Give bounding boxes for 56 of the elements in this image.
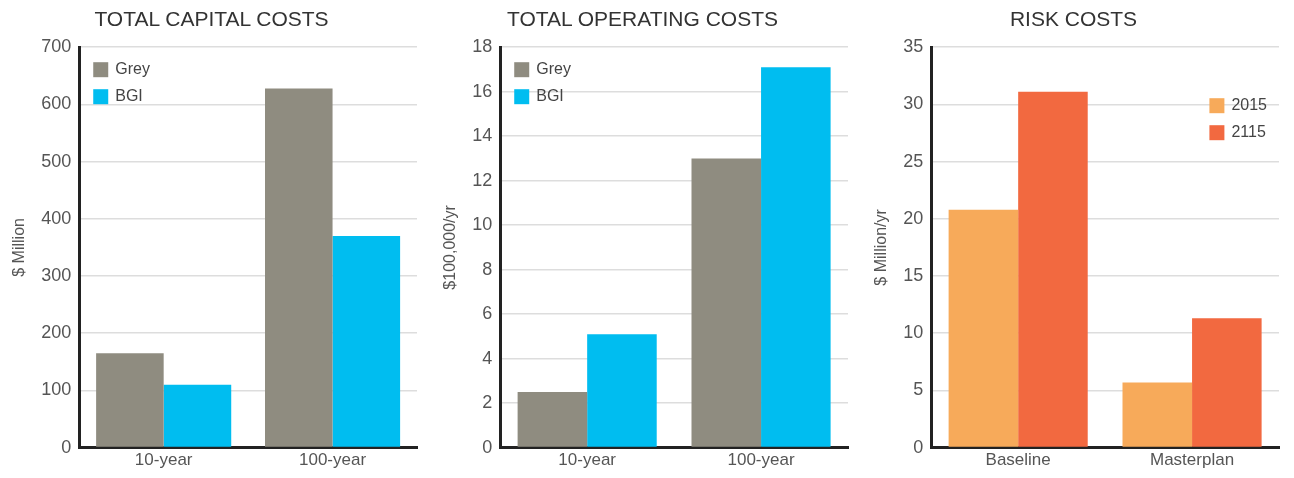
- bar: [517, 391, 588, 447]
- y-tick-label: 15: [903, 264, 924, 285]
- y-tick-label: 4: [482, 347, 493, 368]
- legend-label: Grey: [536, 59, 571, 77]
- x-tick-label: Masterplan: [1150, 450, 1235, 470]
- bar: [948, 209, 1019, 447]
- y-axis-title: $100,000/yr: [441, 204, 459, 290]
- bar: [1122, 382, 1193, 447]
- y-tick-label: 25: [903, 150, 924, 171]
- chart-title: RISK COSTS: [1009, 7, 1138, 31]
- x-tick-label: 10-year: [134, 450, 193, 470]
- chart-title: TOTAL CAPITAL COSTS: [94, 7, 329, 31]
- bar: [1018, 91, 1088, 447]
- legend-label: Grey: [115, 59, 150, 77]
- y-tick-label: 30: [903, 93, 924, 114]
- bar: [96, 353, 164, 447]
- x-tick-label: 100-year: [299, 450, 367, 470]
- y-axis-title: $ Million: [10, 218, 28, 277]
- y-tick-label: 0: [913, 436, 924, 457]
- y-tick-label: 35: [903, 36, 924, 57]
- bar: [691, 158, 762, 447]
- y-tick-label: 10: [472, 214, 493, 235]
- bar: [1192, 318, 1262, 447]
- legend-label: BGI: [536, 86, 564, 104]
- y-tick-label: 14: [472, 125, 493, 146]
- legend-label: 2115: [1231, 122, 1266, 140]
- legend-label: 2015: [1231, 95, 1268, 113]
- y-tick-label: 12: [472, 169, 493, 190]
- y-tick-label: 5: [913, 379, 924, 400]
- x-tick-label: 100-year: [727, 450, 795, 470]
- y-tick-label: 6: [482, 303, 493, 324]
- bar: [587, 334, 657, 447]
- y-tick-label: 500: [41, 150, 72, 171]
- y-axis-title: $ Million/yr: [872, 208, 890, 286]
- y-tick-label: 700: [41, 36, 72, 57]
- y-tick-label: 8: [482, 258, 493, 279]
- y-tick-label: 0: [482, 436, 493, 457]
- bar: [163, 384, 232, 447]
- bar: [265, 88, 333, 447]
- y-tick-label: 600: [41, 93, 72, 114]
- bar: [761, 67, 831, 447]
- y-tick-label: 200: [41, 322, 72, 343]
- y-tick-label: 10: [903, 322, 924, 343]
- y-tick-label: 20: [903, 207, 924, 228]
- y-tick-label: 18: [472, 36, 493, 57]
- y-tick-label: 0: [61, 436, 72, 457]
- y-tick-label: 16: [472, 80, 493, 101]
- bar: [332, 235, 401, 447]
- x-tick-label: Baseline: [985, 450, 1051, 470]
- y-tick-label: 2: [482, 392, 493, 413]
- y-tick-label: 400: [41, 207, 72, 228]
- x-tick-label: 10-year: [558, 450, 617, 470]
- chart-title: TOTAL OPERATING COSTS: [506, 7, 779, 31]
- legend-label: BGI: [115, 86, 143, 104]
- y-tick-label: 100: [41, 379, 72, 400]
- y-tick-label: 300: [41, 264, 72, 285]
